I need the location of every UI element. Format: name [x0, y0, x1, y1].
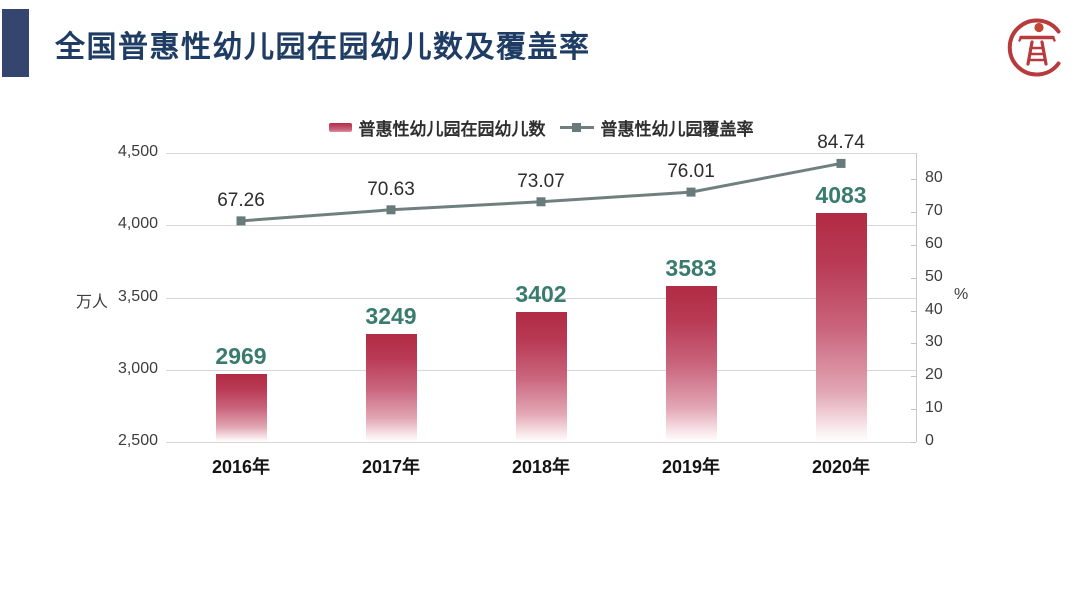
line-marker	[236, 216, 246, 226]
x-axis-label: 2020年	[811, 457, 871, 477]
bar-2017年	[365, 333, 417, 442]
y-axis-tick-left: 2,500	[117, 432, 158, 449]
legend-label-enrollment: 普惠性幼儿园在园幼儿数	[358, 119, 546, 139]
left-axis-unit-label: 万人	[76, 294, 109, 311]
line-value-label: 76.01	[667, 161, 715, 183]
x-axis-label: 2017年	[361, 457, 421, 477]
x-axis-label: 2019年	[661, 457, 721, 477]
bar-value-label: 3249	[365, 302, 417, 329]
right-axis-tick-mark	[911, 211, 916, 213]
right-axis-tick-mark	[911, 244, 916, 246]
bar-2018年	[515, 311, 567, 442]
legend-item-coverage: 普惠性幼儿园覆盖率	[559, 115, 754, 140]
page-title: 全国普惠性幼儿园在园幼儿数及覆盖率	[55, 31, 591, 64]
bar-2019年	[665, 285, 717, 442]
gridline	[166, 225, 916, 227]
title-accent-block	[2, 9, 29, 77]
bar-value-label: 4083	[815, 182, 867, 209]
y-axis-tick-right: 60	[925, 234, 943, 252]
y-axis-tick-right: 0	[925, 432, 934, 449]
y-axis-tick-right: 70	[925, 201, 943, 219]
legend-label-coverage: 普惠性幼儿园覆盖率	[600, 119, 754, 139]
right-axis-tick-mark	[911, 179, 916, 180]
y-axis-tick-left: 3,000	[117, 359, 158, 377]
right-axis-tick-mark	[911, 376, 916, 378]
right-axis-tick-mark	[911, 310, 916, 312]
bar-2020年	[815, 213, 867, 442]
bar-value-label: 3583	[665, 254, 717, 281]
y-axis-tick-right: 10	[925, 399, 943, 417]
gridline	[166, 153, 916, 154]
y-axis-tick-right: 40	[925, 300, 943, 318]
y-axis-tick-right: 30	[925, 333, 943, 351]
y-axis-tick-left: 4,000	[117, 215, 158, 233]
legend-item-enrollment: 普惠性幼儿园在园幼儿数	[328, 115, 546, 140]
bar-swatch-icon	[328, 122, 352, 132]
line-value-label: 84.74	[817, 132, 865, 154]
line-swatch-icon	[559, 122, 594, 133]
right-axis-unit-label: %	[954, 286, 969, 303]
y-axis-tick-right: 20	[925, 366, 943, 384]
line-marker	[386, 205, 396, 215]
line-value-label: 73.07	[517, 170, 565, 192]
right-axis-tick-mark	[911, 343, 916, 345]
chart-legend: 普惠性幼儿园在园幼儿数 普惠性幼儿园覆盖率	[166, 115, 916, 139]
line-value-label: 70.63	[367, 178, 415, 200]
education-seal-icon	[1007, 18, 1061, 77]
line-marker	[536, 197, 546, 207]
bar-value-label: 2969	[215, 343, 267, 370]
gridline	[166, 442, 916, 443]
line-marker	[686, 187, 696, 197]
y-axis-tick-left: 4,500	[117, 143, 158, 160]
y-axis-tick-right: 80	[925, 169, 943, 186]
x-axis-label: 2018年	[511, 457, 571, 477]
right-axis-line	[916, 153, 917, 442]
right-axis-tick-mark	[911, 277, 916, 279]
y-axis-tick-right: 50	[925, 267, 943, 285]
right-axis-tick-mark	[911, 409, 916, 411]
line-marker	[836, 158, 846, 168]
x-axis-label: 2016年	[211, 457, 271, 477]
bar-value-label: 3402	[515, 280, 567, 307]
y-axis-tick-left: 3,500	[117, 287, 158, 305]
bar-2016年	[215, 374, 267, 442]
line-value-label: 67.26	[217, 189, 265, 211]
right-axis-tick-mark	[911, 442, 916, 443]
gridline	[166, 297, 916, 299]
